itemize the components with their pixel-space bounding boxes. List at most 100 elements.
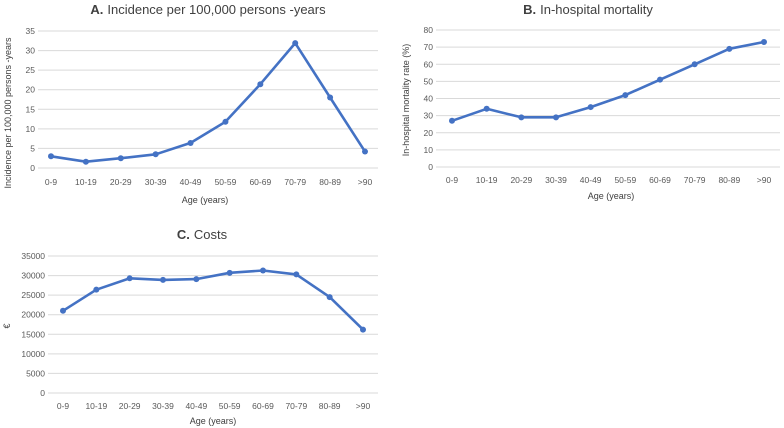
chart-c-x-ticks: 0-9 10-19 20-29 30-39 40-49 50-59 60-69 70-79 80… — [57, 401, 371, 411]
chart-b-points — [449, 38, 767, 124]
chart-b-y-tick-label: 10 — [424, 145, 434, 155]
chart-b-y-tick-label: 60 — [424, 59, 434, 69]
chart-c-x-tick-label: >90 — [356, 401, 371, 411]
chart-b-x-tick-label: 30-39 — [545, 175, 567, 185]
chart-c-y-tick-label: 5000 — [26, 368, 45, 378]
chart-c-y-tick-label: 30000 — [21, 271, 45, 281]
chart-b-data-point — [518, 114, 525, 121]
chart-b-x-tick-label: 0-9 — [446, 175, 459, 185]
chart-c-x-label: Age (years) — [190, 416, 237, 426]
chart-a-x-tick-label: 10-19 — [75, 177, 97, 187]
chart-a-title: A. Incidence per 100,000 persons -years — [90, 2, 326, 17]
chart-c-y-label: € — [2, 323, 12, 328]
chart-a-data-point — [152, 151, 159, 158]
chart-a-y-tick-label: 20 — [26, 85, 36, 95]
chart-b-x-tick-label: 40-49 — [580, 175, 602, 185]
chart-a-gridlines — [38, 30, 378, 169]
chart-b-y-ticks: 0 10 20 30 40 50 60 70 80 — [424, 25, 434, 172]
chart-b-x-tick-label: 80-89 — [718, 175, 740, 185]
chart-c-data-point — [193, 276, 200, 283]
chart-b-y-tick-label: 50 — [424, 76, 434, 86]
chart-a-x-tick-label: 40-49 — [180, 177, 202, 187]
chart-a-data-point — [187, 139, 194, 146]
chart-b-gridlines — [436, 29, 780, 168]
chart-b-x-tick-label: 20-29 — [510, 175, 532, 185]
chart-c-x-tick-label: 60-69 — [252, 401, 274, 411]
chart-c-data-point — [226, 269, 233, 276]
chart-a-x-ticks: 0-9 10-19 20-29 30-39 40-49 50-59 60-69 70-79 80… — [45, 177, 373, 187]
chart-c-x-tick-label: 0-9 — [57, 401, 70, 411]
chart-c-y-tick-label: 25000 — [21, 290, 45, 300]
chart-b-data-point — [483, 105, 490, 112]
chart-a-points — [48, 40, 368, 165]
chart-c-x-tick-label: 50-59 — [219, 401, 241, 411]
chart-a-y-tick-label: 10 — [26, 124, 36, 134]
chart-a-data-point — [222, 118, 229, 125]
chart-c-data-point — [360, 326, 366, 333]
chart-b-y-tick-label: 30 — [424, 111, 434, 121]
chart-b-y-tick-label: 80 — [424, 25, 434, 35]
chart-b-x-label: Age (years) — [588, 191, 635, 201]
chart-b-y-label: In-hospital mortality rate (%) — [401, 44, 411, 157]
chart-a-x-tick-label: 70-79 — [284, 177, 306, 187]
chart-b-data-point — [657, 76, 663, 83]
chart-b-x-tick-label: >90 — [757, 175, 772, 185]
chart-b-data-point — [622, 92, 629, 99]
chart-b-data-point — [449, 117, 455, 124]
chart-c-y-tick-label: 35000 — [21, 251, 45, 261]
chart-c: C. Costs 0 5000 10000 15000 20000 25000 30000 35… — [2, 227, 378, 426]
chart-a-y-label: Incidence per 100,000 persons -years — [3, 37, 13, 189]
chart-b-title: B. In-hospital mortality — [523, 2, 653, 17]
chart-c-data-point — [293, 271, 300, 278]
chart-b-x-tick-label: 50-59 — [614, 175, 636, 185]
chart-c-y-tick-label: 15000 — [21, 329, 45, 339]
chart-b-title-prefix: B. — [523, 2, 536, 17]
chart-c-data-point — [93, 286, 100, 293]
chart-a-data-point — [48, 153, 54, 160]
chart-b-data-point — [553, 114, 559, 121]
chart-b-y-tick-label: 70 — [424, 42, 434, 52]
chart-a-x-tick-label: 60-69 — [249, 177, 271, 187]
chart-a-data-point — [362, 148, 368, 155]
chart-a: A. Incidence per 100,000 persons -years 0… — [3, 2, 378, 205]
chart-b-y-tick-label: 0 — [428, 162, 433, 172]
chart-b: B. In-hospital mortality 0 10 20 30 40 50 60 70 8… — [401, 2, 780, 201]
chart-a-data-point — [327, 94, 334, 101]
chart-c-y-tick-label: 0 — [40, 388, 45, 398]
chart-b-x-tick-label: 70-79 — [684, 175, 706, 185]
chart-a-data-point — [257, 81, 264, 88]
chart-c-points — [60, 267, 366, 333]
chart-a-y-tick-label: 30 — [26, 46, 36, 56]
chart-b-x-tick-label: 60-69 — [649, 175, 671, 185]
chart-b-series-line — [451, 40, 765, 123]
chart-a-x-tick-label: >90 — [358, 177, 373, 187]
chart-b-x-tick-label: 10-19 — [476, 175, 498, 185]
chart-a-x-tick-label: 50-59 — [215, 177, 237, 187]
chart-a-x-tick-label: 0-9 — [45, 177, 58, 187]
chart-c-x-tick-label: 30-39 — [152, 401, 174, 411]
chart-a-data-point — [82, 158, 89, 165]
chart-a-y-tick-label: 5 — [30, 143, 35, 153]
chart-a-title-prefix: A. — [90, 2, 103, 17]
chart-c-title-prefix: C. — [177, 227, 190, 242]
chart-a-series-line — [50, 41, 367, 163]
chart-a-x-label: Age (years) — [182, 195, 229, 205]
chart-c-x-tick-label: 80-89 — [319, 401, 341, 411]
chart-a-x-tick-label: 30-39 — [145, 177, 167, 187]
chart-c-data-point — [60, 307, 66, 314]
chart-c-title: C. Costs — [177, 227, 228, 242]
chart-b-x-ticks: 0-9 10-19 20-29 30-39 40-49 50-59 60-69 70-79 80… — [446, 175, 772, 185]
chart-c-x-tick-label: 70-79 — [285, 401, 307, 411]
chart-c-x-tick-label: 10-19 — [85, 401, 107, 411]
chart-c-data-point — [160, 276, 166, 283]
chart-c-y-tick-label: 10000 — [21, 349, 45, 359]
chart-b-data-point — [587, 104, 594, 111]
chart-a-y-tick-label: 25 — [26, 65, 36, 75]
chart-b-data-point — [691, 61, 698, 68]
chart-c-series-line — [62, 269, 364, 331]
chart-a-data-point — [117, 155, 124, 162]
chart-c-y-ticks: 0 5000 10000 15000 20000 25000 30000 35000 — [21, 251, 45, 398]
chart-b-data-point — [761, 38, 767, 45]
chart-c-x-tick-label: 20-29 — [119, 401, 141, 411]
